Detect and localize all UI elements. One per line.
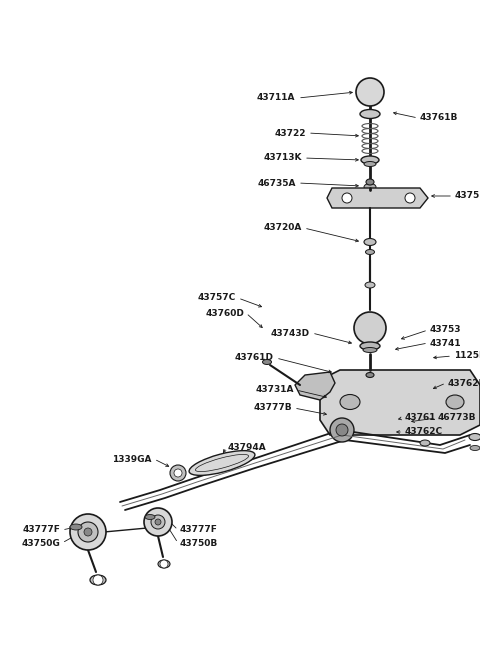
Ellipse shape: [90, 575, 106, 585]
Text: 43752E: 43752E: [455, 191, 480, 200]
Text: 43741: 43741: [430, 339, 462, 348]
Ellipse shape: [364, 238, 376, 246]
Ellipse shape: [420, 440, 430, 446]
Circle shape: [174, 469, 182, 477]
Circle shape: [354, 312, 386, 344]
Text: 43711A: 43711A: [256, 94, 295, 102]
Ellipse shape: [70, 524, 82, 530]
Circle shape: [151, 515, 165, 529]
Ellipse shape: [361, 156, 379, 164]
Ellipse shape: [363, 348, 377, 352]
Polygon shape: [295, 372, 335, 400]
Text: 46773B: 46773B: [438, 413, 477, 422]
Text: 43743D: 43743D: [271, 329, 310, 337]
Text: 43757C: 43757C: [198, 293, 236, 303]
Text: 43750G: 43750G: [21, 538, 60, 548]
Text: 1125KJ: 1125KJ: [454, 352, 480, 360]
Text: 43753: 43753: [430, 326, 461, 335]
Circle shape: [70, 514, 106, 550]
Ellipse shape: [446, 395, 464, 409]
Text: 43762E: 43762E: [448, 379, 480, 388]
Text: 46735A: 46735A: [257, 179, 296, 187]
Polygon shape: [327, 188, 428, 208]
Ellipse shape: [364, 183, 376, 191]
Polygon shape: [320, 370, 480, 435]
Circle shape: [356, 78, 384, 106]
Text: 43762C: 43762C: [405, 428, 443, 436]
Text: 1339GA: 1339GA: [112, 455, 152, 464]
Ellipse shape: [365, 250, 374, 255]
Ellipse shape: [365, 282, 375, 288]
Circle shape: [84, 528, 92, 536]
Text: 43760D: 43760D: [205, 309, 244, 318]
Ellipse shape: [366, 373, 374, 377]
Ellipse shape: [469, 434, 480, 441]
Text: 43777F: 43777F: [180, 525, 218, 534]
Text: 43731A: 43731A: [255, 386, 294, 394]
Circle shape: [93, 575, 103, 585]
Ellipse shape: [189, 451, 255, 476]
Circle shape: [78, 522, 98, 542]
Circle shape: [342, 193, 352, 203]
Ellipse shape: [145, 514, 155, 519]
Circle shape: [336, 424, 348, 436]
Ellipse shape: [360, 109, 380, 119]
Text: 43761D: 43761D: [235, 354, 274, 362]
Text: 43761B: 43761B: [420, 113, 458, 122]
Ellipse shape: [364, 162, 376, 166]
Ellipse shape: [360, 342, 380, 350]
Circle shape: [330, 418, 354, 442]
Text: 43722: 43722: [275, 128, 306, 138]
Ellipse shape: [158, 560, 170, 568]
Circle shape: [155, 519, 161, 525]
Text: 43720A: 43720A: [264, 223, 302, 233]
Circle shape: [160, 560, 168, 568]
Text: 43713K: 43713K: [264, 153, 302, 162]
Text: 43761: 43761: [405, 413, 436, 422]
Ellipse shape: [366, 179, 374, 185]
Text: 43777B: 43777B: [253, 403, 292, 413]
Ellipse shape: [340, 394, 360, 409]
Circle shape: [144, 508, 172, 536]
Ellipse shape: [470, 445, 480, 451]
Text: 43777F: 43777F: [22, 525, 60, 534]
Ellipse shape: [263, 360, 272, 364]
Circle shape: [170, 465, 186, 481]
Text: 43750B: 43750B: [180, 538, 218, 548]
Circle shape: [405, 193, 415, 203]
Text: 43794A: 43794A: [228, 443, 267, 451]
